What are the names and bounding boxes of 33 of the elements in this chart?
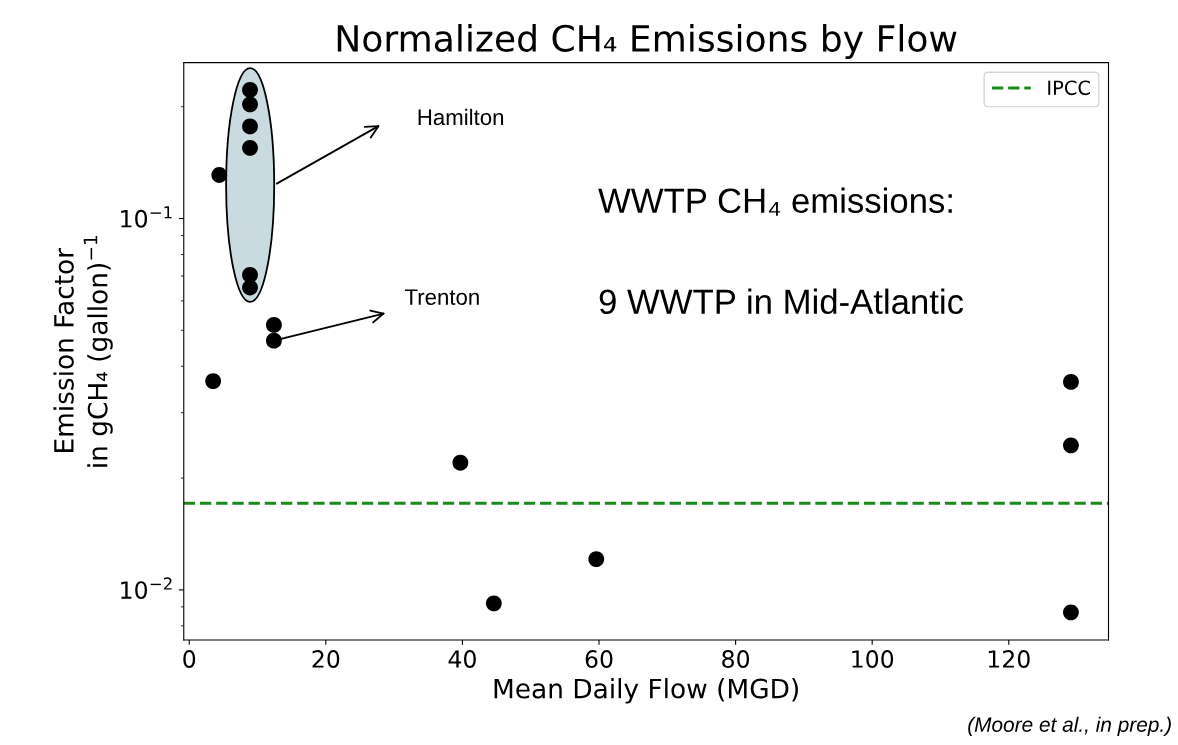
- point: [242, 139, 258, 156]
- x-tick-label: 80: [722, 650, 750, 668]
- annotation: 9 WWTP in Mid-Atlantic: [599, 288, 964, 315]
- annotation: WWTP CH₄ emissions:: [598, 187, 952, 216]
- x-tick-label: 0: [183, 650, 196, 668]
- point: [211, 167, 228, 183]
- point: [242, 279, 258, 296]
- annotation: Trenton: [404, 289, 479, 305]
- point: [266, 332, 282, 349]
- point: [242, 96, 258, 113]
- y-tick-label: 10$^{−2}$: [121, 577, 172, 599]
- point: [1063, 604, 1079, 621]
- point: [205, 373, 222, 389]
- point: [1063, 437, 1079, 454]
- point: [266, 317, 282, 333]
- annotation: Hamilton: [418, 108, 504, 126]
- x-tick-label: 120: [988, 650, 1030, 668]
- point: [485, 595, 502, 612]
- point: [1063, 374, 1079, 390]
- text: (Moore et al., in prep.): [968, 716, 1171, 737]
- y-axis-title: Emission Factor in gCH₄ (gallon)$^{−1}$: [53, 235, 113, 467]
- x-tick-label: 60: [585, 650, 613, 668]
- legend-label: IPCC: [1048, 80, 1090, 96]
- x-tick-label: 20: [312, 650, 340, 668]
- chart-title: Normalized CH₄ Emissions by Flow: [337, 24, 957, 59]
- x-tick-label: 100: [852, 650, 894, 668]
- point: [588, 551, 605, 568]
- point: [242, 118, 258, 135]
- x-tick-label: 40: [448, 650, 476, 668]
- x-axis-title: Mean Daily Flow (MGD): [494, 678, 798, 704]
- y-tick-label: 10$^{−1}$: [121, 206, 172, 228]
- point: [242, 81, 258, 98]
- point: [452, 454, 469, 471]
